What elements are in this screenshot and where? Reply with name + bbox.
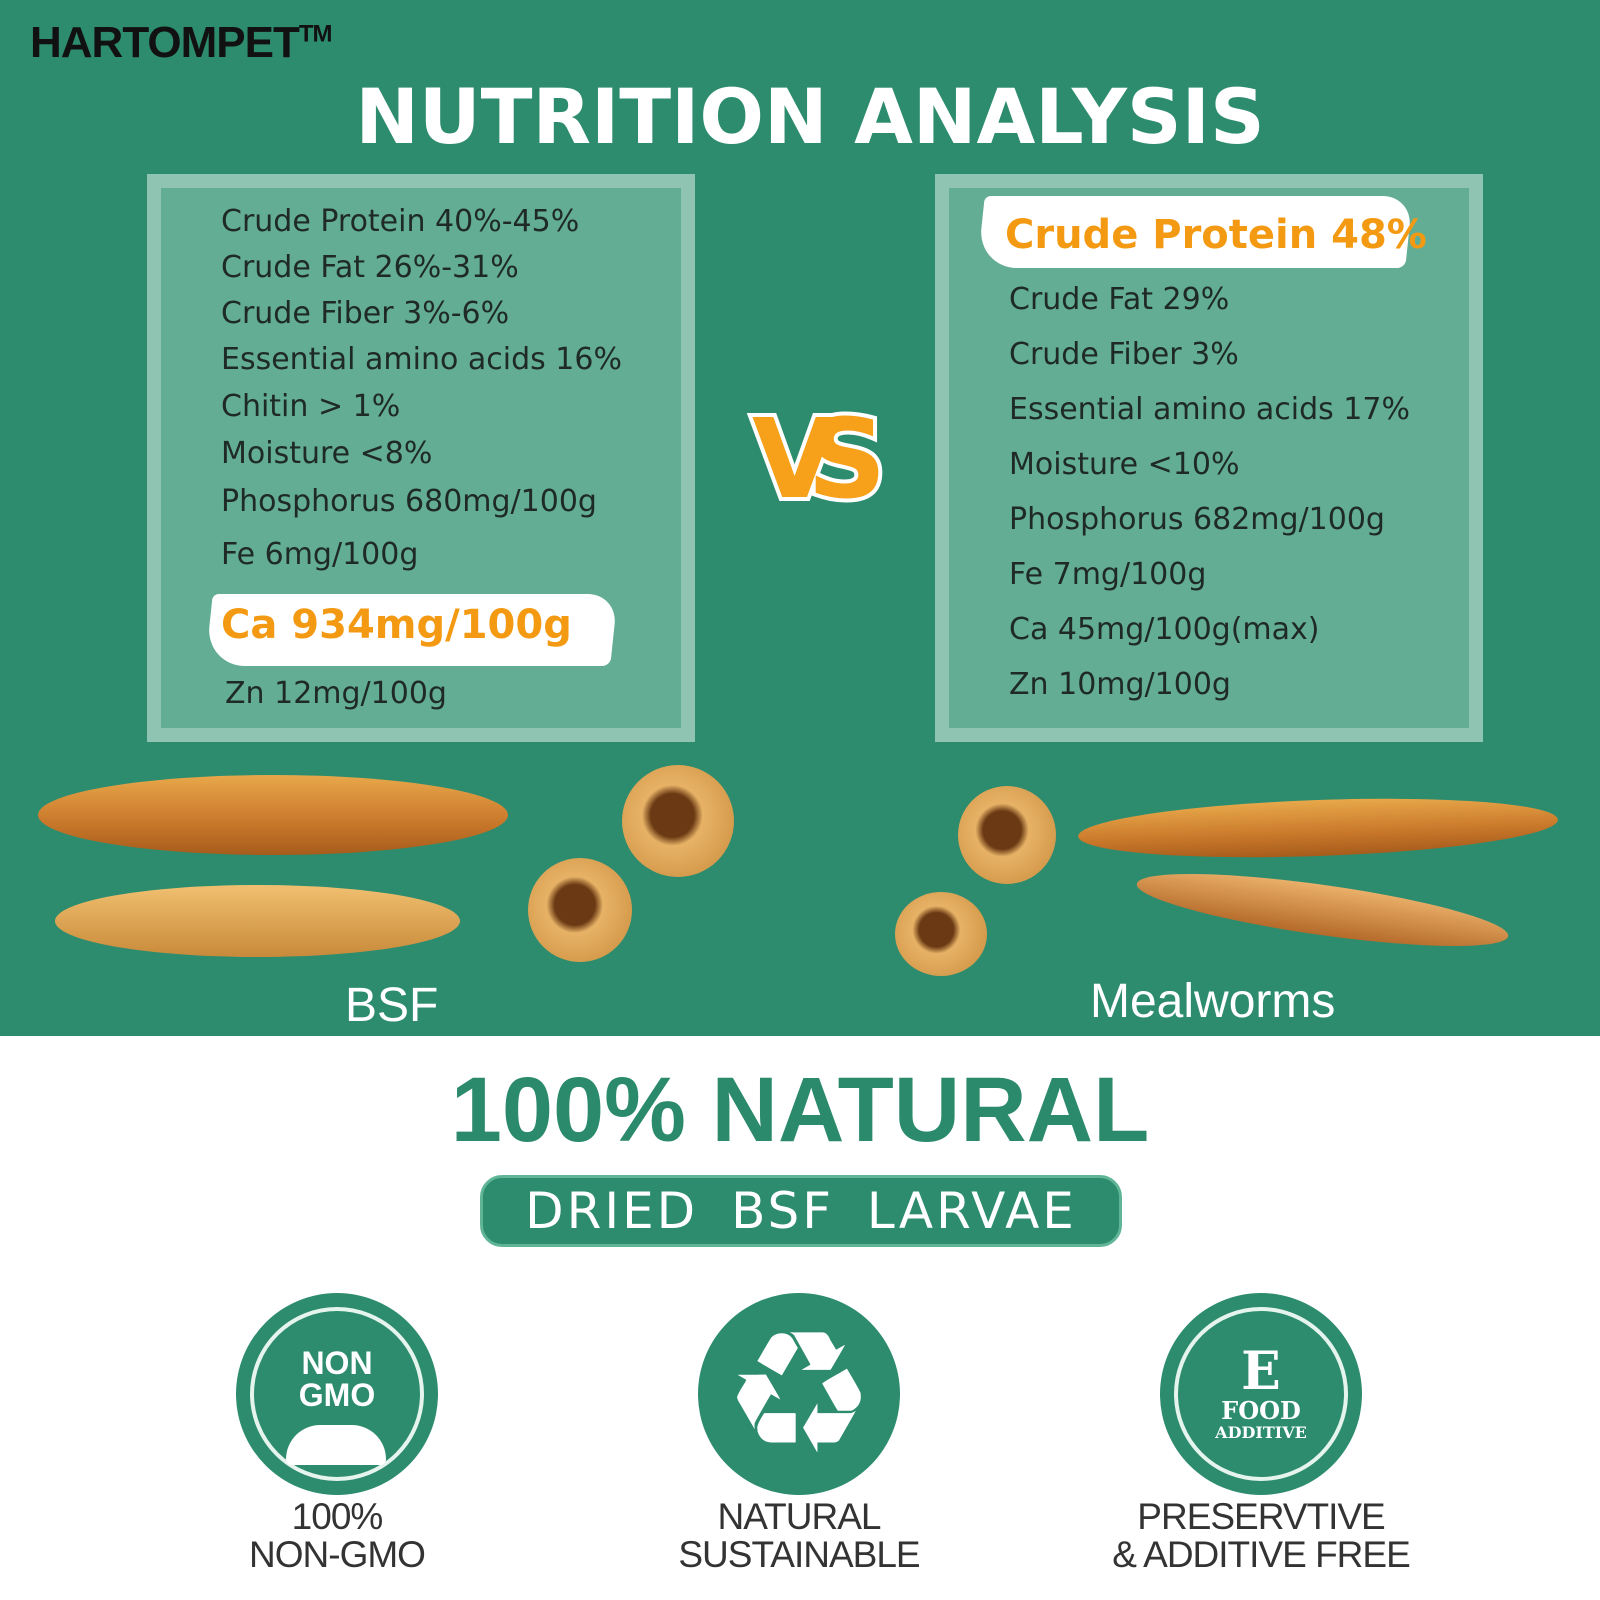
mealworm-nutrition-box: Crude Protein 48% Crude Fat 29% Crude Fibe… — [935, 174, 1483, 742]
nutrient-item: Phosphorus 682mg/100g — [1009, 502, 1385, 537]
nutrient-item: Fe 7mg/100g — [1009, 557, 1207, 592]
nutrient-item: Moisture <8% — [221, 436, 433, 471]
additive-free-caption: PRESERVTIVE & ADDITIVE FREE — [1112, 1496, 1411, 1575]
bsf-nutrition-box: Crude Protein 40%-45% Crude Fat 26%-31% Cr… — [147, 174, 695, 742]
product-badge: DRIED BSF LARVAE — [480, 1175, 1122, 1247]
brand-name: HARTOMPET — [30, 18, 300, 67]
highlight-nutrient: Crude Protein 48% — [1005, 212, 1427, 258]
recycle-icon: ♻ — [698, 1293, 900, 1495]
nutrient-item: Ca 45mg/100g(max) — [1009, 612, 1320, 647]
nutrient-item: Essential amino acids 17% — [1009, 392, 1410, 427]
vs-label: VS — [748, 391, 890, 527]
nutrient-item: Essential amino acids 16% — [221, 342, 622, 377]
nutrient-item: Crude Fat 29% — [1009, 282, 1230, 317]
sustainable-caption: NATURAL SUSTAINABLE — [678, 1496, 920, 1575]
nutrient-item: Crude Fat 26%-31% — [221, 250, 519, 285]
mealworm-cross-section-image — [958, 786, 1056, 884]
non-gmo-caption: 100% NON-GMO — [249, 1496, 426, 1575]
page-title: NUTRITION ANALYSIS — [355, 72, 1265, 161]
mealworm-cross-section-image — [895, 892, 987, 976]
nutrient-item: Crude Protein 40%-45% — [221, 204, 580, 239]
bsf-cross-section-image — [622, 765, 734, 877]
food-additive-free-icon: E FOOD ADDITIVE — [1160, 1293, 1362, 1495]
nutrient-item: Fe 6mg/100g — [221, 537, 419, 572]
nutrient-item: Zn 10mg/100g — [1009, 667, 1231, 702]
nutrient-item: Chitin > 1% — [221, 389, 401, 424]
nutrient-item: Moisture <10% — [1009, 447, 1240, 482]
brand-logo: HARTOMPETTM — [30, 18, 333, 68]
bsf-larva-image — [38, 775, 508, 855]
bsf-cross-section-image — [528, 858, 632, 962]
mealworms-label: Mealworms — [1090, 975, 1336, 1028]
nutrient-item: Crude Fiber 3%-6% — [221, 296, 510, 331]
nutrient-item: Crude Fiber 3% — [1009, 337, 1239, 372]
highlight-nutrient: Ca 934mg/100g — [221, 602, 572, 648]
bsf-label: BSF — [345, 979, 439, 1032]
non-gmo-icon: NON GMO — [236, 1293, 438, 1495]
trademark: TM — [298, 20, 333, 48]
nutrient-item: Zn 12mg/100g — [225, 676, 447, 711]
bsf-larva-image — [55, 885, 460, 957]
natural-heading: 100% NATURAL — [450, 1059, 1150, 1161]
nutrient-item: Phosphorus 680mg/100g — [221, 484, 597, 519]
